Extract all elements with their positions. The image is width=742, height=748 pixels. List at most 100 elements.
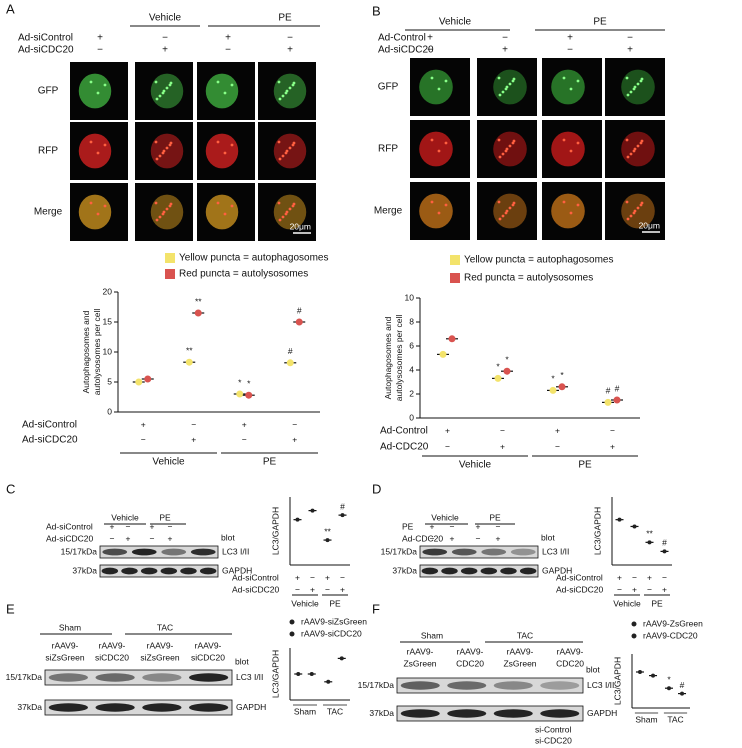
sign: + [430,521,435,531]
puncta [633,147,637,151]
x-tick-label: TAC [327,706,343,716]
puncta [629,90,633,94]
puncta [625,138,629,142]
band [180,567,197,575]
puncta [512,139,516,143]
cell [621,193,655,229]
y-axis-label: LC3/GAPDH [592,507,602,555]
puncta [626,93,630,97]
group-header: PE [278,13,292,24]
band [400,681,440,690]
sign: − [242,434,247,444]
group-label: Vehicle [291,598,319,608]
channel-label: RFP [378,144,398,155]
blot-strip [396,705,584,722]
condition-label: Ad-siCDC20 [18,45,74,56]
band [447,681,487,690]
band [131,548,157,556]
sign: − [287,33,293,44]
band [121,567,138,575]
sign: − [295,584,300,594]
puncta [444,79,448,83]
sign: − [500,425,505,435]
puncta [155,97,159,101]
data-point [494,374,502,382]
puncta [277,201,281,205]
sign: + [502,45,508,56]
sign: + [242,419,247,429]
puncta [277,80,281,84]
sign: − [627,33,633,44]
condition-label: Ad-Control [380,426,428,437]
legend-marker [450,255,460,265]
legend-marker [631,621,637,627]
cell [78,73,112,109]
significance: * [496,362,500,372]
puncta [626,155,630,159]
puncta [437,149,441,153]
blot-strip [99,545,219,559]
sign: + [555,425,560,435]
band-label: GAPDH [542,565,572,575]
puncta [629,152,633,156]
size-label: 37kDa [392,565,417,575]
data-point [340,513,345,518]
y-tick-label: 2 [409,388,414,398]
puncta [278,218,282,222]
legend-marker [165,269,175,279]
y-axis-label: LC3/GAPDH [270,650,280,698]
sign: − [647,584,652,594]
puncta [169,202,173,206]
data-point [325,538,330,543]
puncta [562,138,566,142]
sign: − [126,521,131,531]
puncta [430,76,434,80]
legend-label: Red puncta = autolysosomes [464,273,593,284]
puncta [154,80,158,84]
scale-label: 20μm [639,220,660,230]
blot-label: blot [586,664,600,674]
sign: + [295,572,300,582]
sign: + [225,33,231,44]
puncta [508,82,512,86]
sign: − [632,572,637,582]
condition-label: Ad-siCDC20 [46,533,94,543]
band-label: LC3 I/II [587,680,614,690]
sign: − [191,419,196,429]
sign: + [325,572,330,582]
data-point [558,383,566,391]
condition-label: Ad-siControl [556,572,603,582]
band [540,709,580,718]
puncta [89,80,93,84]
group-header: Vehicle [111,512,139,522]
cell [493,69,527,105]
cell [150,73,184,109]
puncta [640,201,644,205]
significance: * [551,374,555,384]
y-tick-label: 0 [409,412,414,422]
condition-label: Ad-CDC20 [380,442,429,453]
data-point [604,398,612,406]
y-tick-label: 5 [107,376,112,386]
group-header: PE [159,512,171,522]
puncta [155,157,159,161]
cell [273,73,307,109]
cell [621,69,655,105]
puncta [512,201,516,205]
legend-label: Yellow puncta = autophagosomes [179,253,328,264]
band [95,673,135,682]
band [161,548,187,556]
sign: − [110,533,115,543]
puncta [430,138,434,142]
band [188,673,229,682]
lane-label: siZsGreen [140,652,179,662]
lane-label: rAAV9- [557,646,584,656]
condition-label: Ad-siControl [18,33,73,44]
data-point [448,335,456,343]
sign: + [97,33,103,44]
puncta [223,91,227,95]
group-header: Sham [421,630,443,640]
significance: * [667,674,671,684]
data-point [194,309,202,317]
band [48,673,89,682]
